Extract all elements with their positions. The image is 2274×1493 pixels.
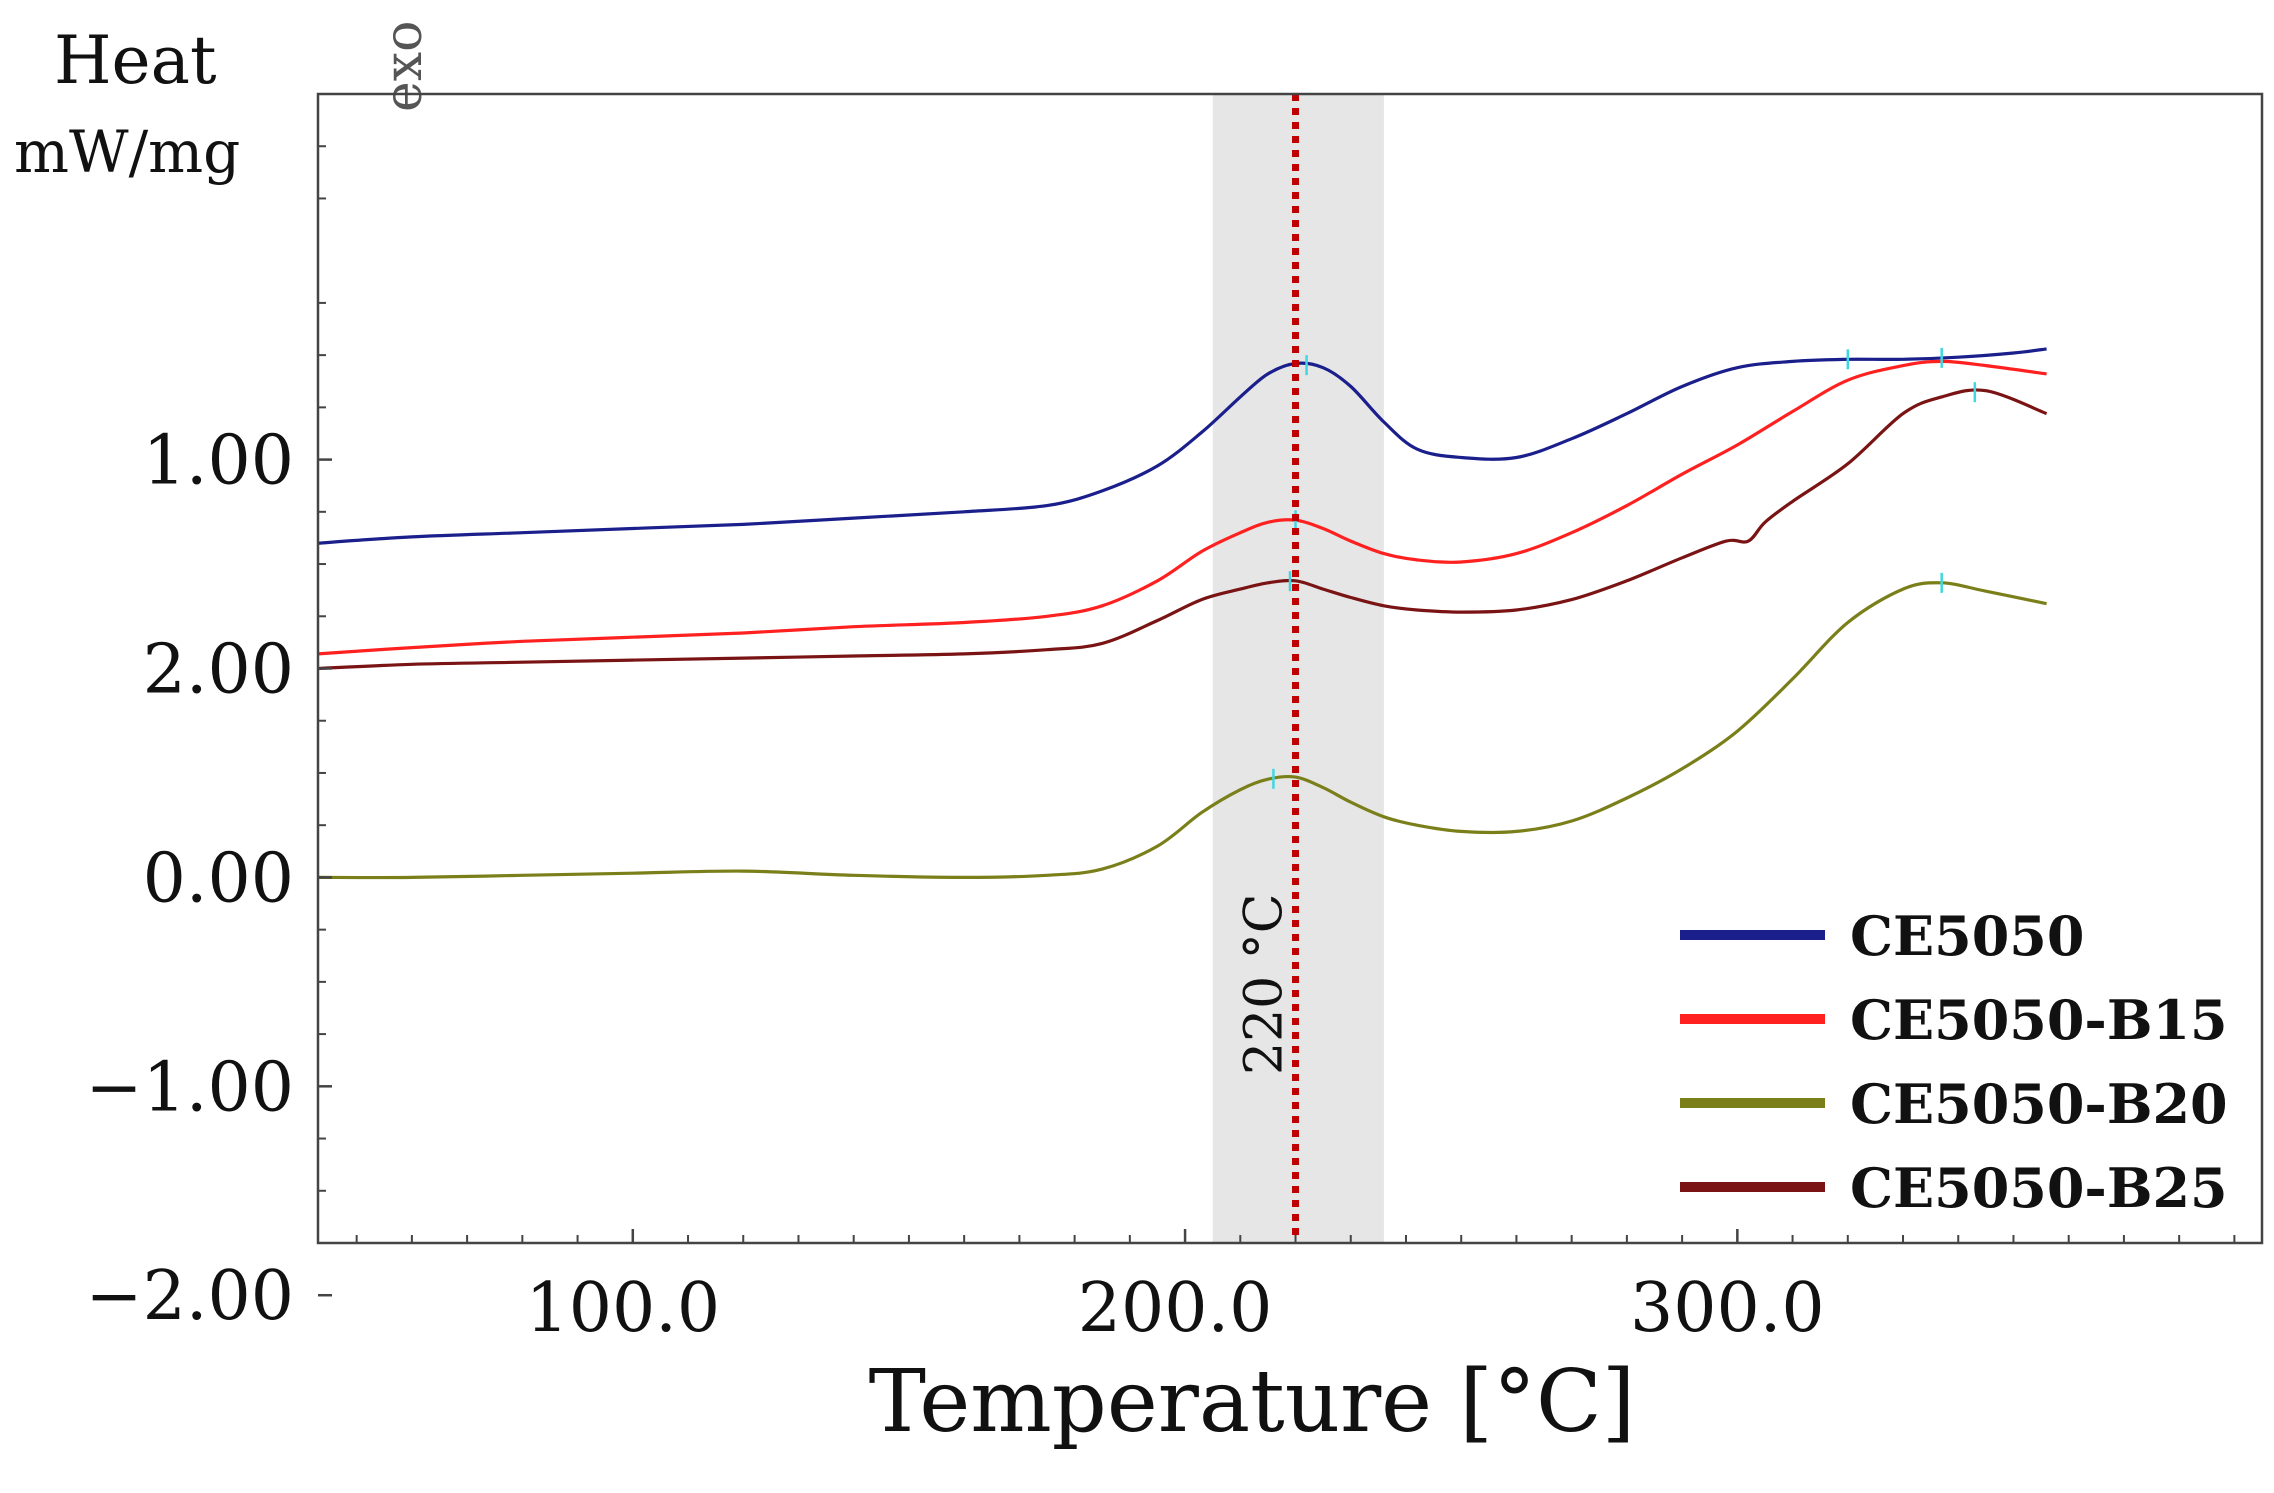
legend-label-ce5050-b25: CE5050-B25 [1850,1156,2228,1220]
series-line-ce5050 [317,347,2047,545]
y-tick-label-1: 2.00 [143,631,294,710]
y-tick-label-0: 1.00 [143,422,294,501]
y-axis-unit: mW/mg [14,118,241,186]
legend-label-ce5050-b20: CE5050-B20 [1850,1072,2228,1136]
series-line-ce5050-b15 [317,359,2047,656]
legend-label-ce5050: CE5050 [1850,904,2084,968]
reference-line-label: 220 °C [1235,893,1295,1075]
y-tick-label-3: −1.00 [86,1048,294,1127]
y-axis-title: Heat [54,22,217,99]
series-line-ce5050-b25 [317,388,2048,671]
series-line-ce5050-b20 [317,581,2047,880]
y-tick-label-4: −2.00 [86,1257,294,1336]
y-tick-label-2: 0.00 [143,839,294,918]
legend-label-ce5050-b15: CE5050-B15 [1850,988,2228,1052]
x-tick-label-0: 100.0 [525,1269,720,1348]
x-axis-title: Temperature [°C] [868,1352,1636,1452]
x-tick-label-1: 200.0 [1078,1269,1273,1348]
x-tick-label-2: 300.0 [1630,1269,1825,1348]
